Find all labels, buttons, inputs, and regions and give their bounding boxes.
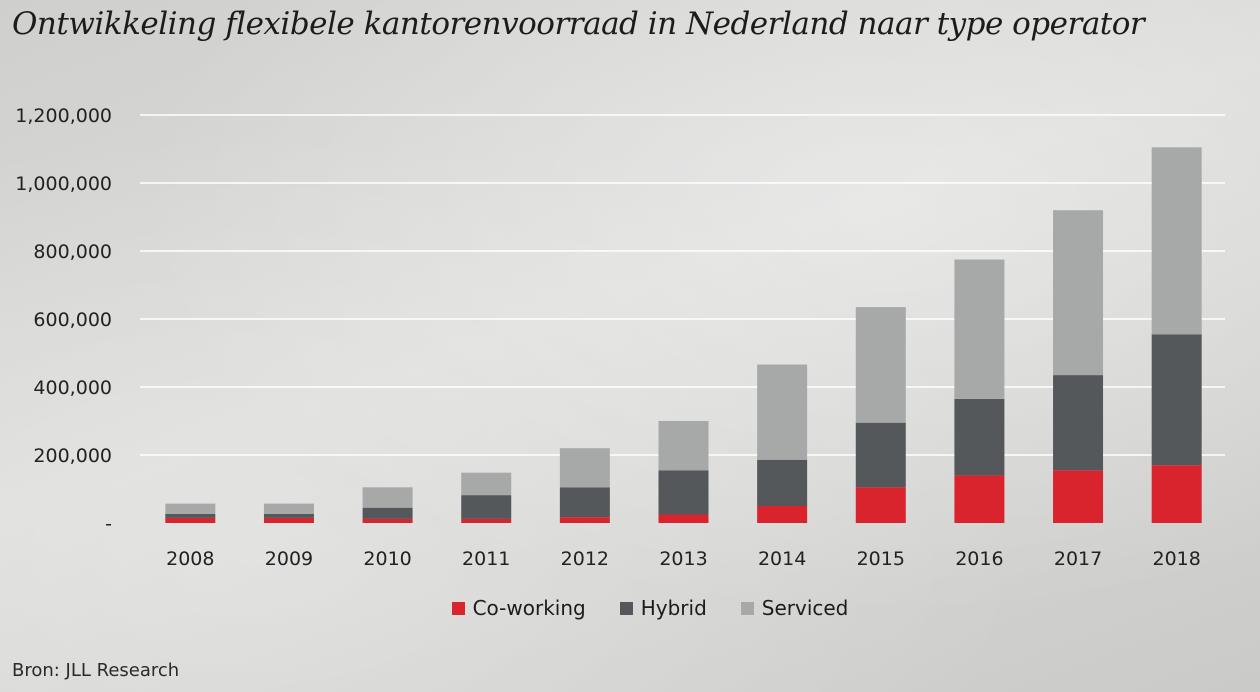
bar-serviced-2017 <box>1053 210 1104 376</box>
bar-hybrid-2018 <box>1151 334 1202 466</box>
legend-label-co-working: Co-working <box>472 596 586 620</box>
x-tick-label: 2013 <box>659 548 707 570</box>
bar-co-working-2009 <box>263 517 314 523</box>
y-tick-label: 400,000 <box>33 377 112 399</box>
bar-serviced-2012 <box>559 448 610 488</box>
bar-co-working-2011 <box>461 518 512 523</box>
bar-co-working-2018 <box>1151 465 1202 523</box>
bars <box>165 147 1202 523</box>
legend-item-serviced: Serviced <box>740 596 849 620</box>
bar-hybrid-2012 <box>559 487 610 518</box>
bar-hybrid-2013 <box>658 470 709 515</box>
source-note: Bron: JLL Research <box>12 660 180 681</box>
bar-hybrid-2008 <box>165 513 216 518</box>
x-tick-label: 2012 <box>561 548 609 570</box>
bar-co-working-2014 <box>757 506 808 523</box>
y-tick-label: 200,000 <box>33 445 112 467</box>
bar-hybrid-2016 <box>954 398 1005 476</box>
chart-title: Ontwikkeling flexibele kantorenvoorraad … <box>12 6 1145 42</box>
bar-serviced-2018 <box>1151 147 1202 335</box>
x-tick-label: 2014 <box>758 548 806 570</box>
bar-hybrid-2014 <box>757 459 808 506</box>
bar-co-working-2012 <box>559 517 610 523</box>
x-tick-label: 2009 <box>265 548 313 570</box>
bar-co-working-2010 <box>362 518 413 523</box>
bar-co-working-2015 <box>855 487 906 523</box>
bar-co-working-2013 <box>658 514 709 523</box>
legend-label-hybrid: Hybrid <box>640 596 707 620</box>
bar-hybrid-2010 <box>362 507 413 519</box>
x-axis: 2008 2009 2010 2011 2012 2013 2014 2015 2016 2017… <box>166 548 1201 570</box>
bar-serviced-2016 <box>954 259 1005 399</box>
legend-item-hybrid: Hybrid <box>619 596 707 620</box>
x-tick-label: 2015 <box>857 548 905 570</box>
bar-serviced-2008 <box>165 503 216 514</box>
bar-serviced-2011 <box>461 472 512 496</box>
legend-swatch-co-working <box>451 601 465 615</box>
bar-co-working-2008 <box>165 517 216 523</box>
bar-serviced-2009 <box>263 503 314 514</box>
y-tick-label: 1,000,000 <box>15 173 112 195</box>
y-axis: - 200,000 400,000 600,000 800,000 1,000,000 1,… <box>15 105 112 535</box>
bar-hybrid-2015 <box>855 422 906 488</box>
x-tick-label: 2008 <box>166 548 214 570</box>
x-tick-label: 2017 <box>1054 548 1102 570</box>
bar-hybrid-2009 <box>263 513 314 518</box>
y-tick-label: 800,000 <box>33 241 112 263</box>
bar-serviced-2010 <box>362 487 413 508</box>
bar-serviced-2013 <box>658 421 709 471</box>
bar-co-working-2017 <box>1053 470 1104 523</box>
x-tick-label: 2018 <box>1153 548 1201 570</box>
y-tick-label: 1,200,000 <box>15 105 112 127</box>
y-tick-label: 600,000 <box>33 309 112 331</box>
legend: Co-working Hybrid Serviced <box>0 596 1260 620</box>
x-tick-label: 2016 <box>955 548 1003 570</box>
x-tick-label: 2010 <box>363 548 411 570</box>
bar-hybrid-2011 <box>461 495 512 519</box>
x-tick-label: 2011 <box>462 548 510 570</box>
bar-serviced-2014 <box>757 364 808 460</box>
bar-serviced-2015 <box>855 307 906 423</box>
legend-label-serviced: Serviced <box>761 596 849 620</box>
legend-item-co-working: Co-working <box>451 596 586 620</box>
bar-hybrid-2017 <box>1053 375 1104 471</box>
y-tick-label: - <box>105 513 112 535</box>
bar-co-working-2016 <box>954 475 1005 523</box>
legend-swatch-hybrid <box>619 601 633 615</box>
legend-swatch-serviced <box>740 601 754 615</box>
